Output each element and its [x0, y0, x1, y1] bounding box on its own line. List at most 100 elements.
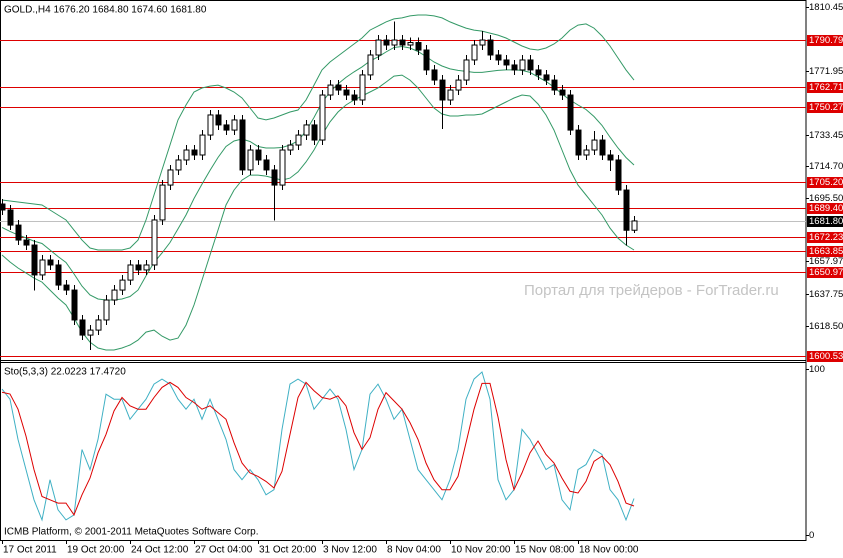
axis-label-box [807, 102, 843, 113]
candle-body [191, 149, 198, 156]
candle-body [199, 134, 206, 156]
axis-label-box [807, 232, 843, 243]
chart-frame [0, 0, 807, 541]
candle-body [343, 89, 350, 96]
candle-body [103, 299, 110, 321]
axis-label: 0 [809, 530, 814, 541]
oscillator-line [1, 381, 635, 516]
axis-label-box [807, 216, 843, 227]
candle-body [39, 259, 46, 276]
axis-label: 1672.23 [809, 232, 843, 243]
candle-body [599, 139, 606, 156]
axis-label: 1790.79 [809, 35, 843, 46]
candle-body [551, 79, 558, 91]
candle-body [615, 159, 622, 191]
candle-body [7, 209, 14, 226]
candle-body [295, 134, 302, 146]
axis-label: 1657.97 [809, 256, 843, 267]
axis-label: 1689.40 [809, 203, 843, 214]
watermark: Портал для трейдеров - ForTrader.ru [524, 282, 779, 299]
candle-body [351, 94, 358, 101]
candle-body [0, 203, 6, 211]
candle-body [271, 169, 278, 186]
axis-label: 1695.50 [809, 193, 843, 204]
candle-body [143, 264, 150, 271]
axis-label: 1750.27 [809, 102, 843, 113]
axis-label: 1681.80 [809, 216, 843, 227]
x-tick-label: 17 Oct 2011 [3, 545, 57, 556]
candle-body [423, 49, 430, 71]
axis-label: 1810.45 [809, 2, 843, 13]
candle-body [375, 39, 382, 56]
candle-body [367, 54, 374, 76]
bollinger-band [1, 74, 635, 351]
axis-label-box [807, 246, 843, 257]
candle-body [159, 184, 166, 221]
candle-body [287, 144, 294, 151]
x-tick-label: 3 Nov 12:00 [323, 545, 377, 556]
candle-body [319, 94, 326, 141]
x-tick-label: 19 Oct 20:00 [67, 545, 125, 556]
x-tick-label: 18 Nov 00:00 [579, 545, 639, 556]
candle-body [543, 74, 550, 81]
copyright: ICMB Platform, © 2001-2011 MetaQuotes So… [4, 527, 259, 538]
x-tick-label: 24 Oct 12:00 [131, 545, 189, 556]
candle-body [479, 39, 486, 46]
candle-body [463, 59, 470, 81]
candle-body [263, 159, 270, 171]
panel-title: Sto(5,3,3) 22.0223 17.4720 [4, 367, 126, 378]
candle-body [327, 84, 334, 96]
axis-label: 1714.70 [809, 161, 843, 172]
candle-body [383, 39, 390, 46]
axis-label: 1762.71 [809, 82, 843, 93]
axis-label: 1637.75 [809, 289, 843, 300]
candle-body [607, 154, 614, 161]
candle-body [223, 124, 230, 131]
axis-label: 1600.53 [809, 351, 843, 362]
candle-body [95, 319, 102, 331]
candle-body [439, 79, 446, 101]
candle-body [303, 124, 310, 136]
candle-body [279, 149, 286, 186]
candle-body [119, 279, 126, 291]
x-tick-label: 31 Oct 20:00 [259, 545, 317, 556]
candle-body [135, 264, 142, 271]
candle-body [311, 124, 318, 141]
axis-label-box [807, 267, 843, 278]
candle-body [487, 39, 494, 56]
x-tick-label: 8 Nov 04:00 [387, 545, 441, 556]
panel-title: GOLD.,H4 1676.20 1684.80 1674.60 1681.80 [4, 5, 207, 16]
axis-label: 100 [809, 364, 825, 375]
candle-body [255, 149, 262, 161]
candle-body [111, 289, 118, 301]
candle-body [247, 149, 254, 171]
candle-body [175, 159, 182, 171]
candle-body [447, 89, 454, 101]
candle-body [559, 89, 566, 96]
candle-body [455, 79, 462, 91]
candle-body [583, 149, 590, 156]
axis-label: 1705.20 [809, 177, 843, 188]
candle-body [239, 119, 246, 171]
candle-body [631, 220, 638, 231]
axis-label: 1663.85 [809, 246, 843, 257]
candle-body [215, 114, 222, 126]
axis-label: 1733.45 [809, 130, 843, 141]
axis-label: 1650.97 [809, 267, 843, 278]
candle-body [359, 74, 366, 101]
candle-body [335, 84, 342, 91]
bollinger-band [1, 14, 635, 251]
axis-label: 1771.95 [809, 66, 843, 77]
candle-body [391, 39, 398, 46]
candle-body [183, 149, 190, 161]
candle-body [535, 69, 542, 76]
candle-body [23, 239, 30, 246]
candle-body [47, 259, 54, 266]
axis-label-box [807, 177, 843, 188]
candle-body [591, 139, 598, 151]
candle-body [87, 329, 94, 336]
candle-body [415, 42, 422, 51]
candle-body [623, 189, 630, 231]
axis-label-box [807, 203, 843, 214]
candle-body [79, 319, 86, 336]
